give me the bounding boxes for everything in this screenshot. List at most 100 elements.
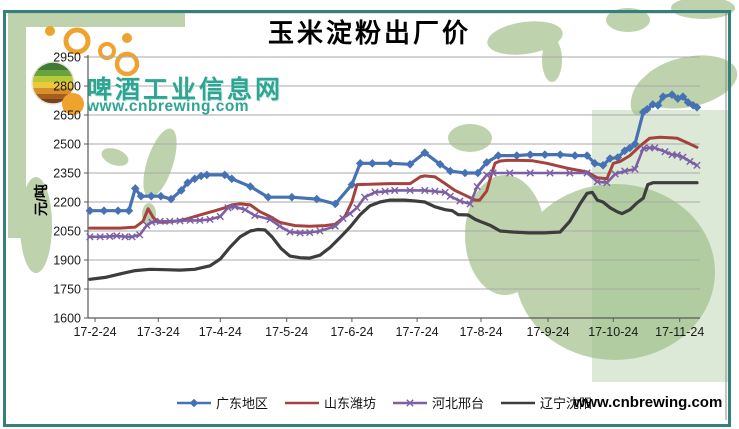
map-island — [638, 55, 738, 109]
x-marker — [266, 215, 274, 224]
legend-item-guangdong: 广东地区 — [176, 393, 268, 412]
y-tick-label: 1750 — [53, 283, 81, 297]
map-landmass — [465, 175, 545, 295]
diamond-marker — [605, 154, 615, 163]
diamond-marker — [613, 153, 623, 162]
x-marker — [128, 233, 136, 241]
diamond-marker — [287, 192, 297, 202]
legend-swatch-shandong-weifang — [285, 401, 320, 404]
legend-item-liaoning-shenyang: 辽宁沈阳 — [500, 393, 592, 412]
x-tick-label: 17-6-24 — [330, 325, 373, 339]
x-marker — [316, 227, 324, 235]
x-marker — [686, 157, 694, 166]
diamond-marker — [85, 206, 95, 215]
x-marker — [196, 216, 204, 225]
x-marker — [224, 204, 232, 212]
map-landmass-australia — [515, 184, 715, 360]
logo-bubble — [62, 93, 84, 115]
x-tick-label: 17-9-24 — [527, 325, 570, 339]
legend-label-hebei-xingtai: 河北邢台 — [432, 396, 485, 411]
map-island — [101, 148, 129, 166]
diamond-marker — [570, 151, 580, 160]
diamond-marker — [263, 192, 273, 202]
diamond-marker — [355, 159, 365, 168]
diamond-marker — [625, 143, 635, 153]
x-marker — [441, 188, 449, 197]
diamond-marker — [493, 151, 503, 160]
diamond-marker — [330, 199, 340, 209]
x-marker — [306, 228, 314, 237]
diamond-marker — [648, 100, 658, 109]
x-marker — [645, 144, 654, 152]
diamond-marker — [368, 159, 377, 168]
x-marker — [421, 186, 429, 195]
diamond-marker — [385, 159, 395, 168]
diamond-marker — [435, 160, 445, 169]
legend-swatch-hebei-xingtai — [393, 398, 428, 407]
y-tick-label: 2350 — [53, 167, 81, 181]
y-tick-label: 1900 — [53, 254, 81, 268]
x-tick-label: 17-3-24 — [137, 325, 180, 339]
diamond-marker — [642, 104, 652, 114]
x-marker — [231, 203, 239, 211]
y-tick-label: 2650 — [53, 109, 81, 123]
map-island — [143, 128, 177, 198]
legend-item-hebei-xingtai: 河北邢台 — [392, 393, 484, 412]
x-marker — [381, 187, 389, 196]
diamond-marker — [630, 139, 640, 149]
diamond-marker — [405, 160, 415, 169]
x-marker — [113, 232, 121, 240]
legend-swatch-liaoning-shenyang — [501, 401, 536, 404]
diamond-marker — [446, 166, 455, 176]
diamond-marker — [190, 174, 200, 184]
y-tick-label: 2500 — [53, 138, 81, 152]
diamond-marker — [678, 92, 688, 101]
diamond-marker — [658, 92, 668, 101]
x-marker — [216, 212, 224, 221]
diamond-marker — [420, 148, 430, 157]
diamond-marker — [598, 160, 608, 170]
y-tick-label: 2950 — [53, 51, 81, 65]
x-marker — [466, 200, 474, 208]
diamond-marker — [166, 194, 176, 204]
x-marker — [148, 218, 156, 226]
beer-cap-icon — [28, 58, 84, 115]
diamond-marker — [653, 101, 663, 110]
x-tick-label: 17-8-24 — [459, 325, 502, 339]
legend-item-shandong-weifang: 山东潍坊 — [284, 393, 376, 412]
watermark-site-url: www.cnbrewing.com — [87, 98, 250, 115]
x-marker — [406, 186, 414, 195]
x-marker — [166, 217, 174, 226]
diamond-marker — [460, 168, 470, 178]
x-marker — [106, 232, 114, 241]
series-line-liaoning-shenyang — [88, 181, 699, 281]
x-marker — [603, 178, 611, 187]
x-tick-label: 17-7-24 — [396, 325, 439, 339]
diamond-marker — [99, 206, 109, 215]
x-marker — [96, 233, 104, 241]
chart-title: 玉米淀粉出厂价 — [267, 18, 471, 48]
x-marker — [668, 150, 676, 159]
x-marker — [566, 169, 574, 177]
x-marker — [391, 186, 399, 195]
x-tick-label: 17-11-24 — [655, 325, 704, 339]
footer-site-url: www.cnbrewing.com — [573, 394, 723, 411]
x-marker — [251, 211, 259, 220]
diamond-marker — [156, 191, 166, 201]
x-marker — [631, 165, 639, 173]
diamond-marker — [473, 168, 483, 178]
x-marker — [693, 161, 701, 169]
x-marker — [661, 148, 669, 156]
diamond-marker — [176, 186, 186, 195]
x-marker — [331, 222, 339, 230]
diamond-marker — [590, 159, 600, 168]
diamond-marker — [113, 206, 123, 215]
diamond-marker — [227, 174, 237, 184]
diamond-marker — [620, 146, 630, 156]
x-marker — [621, 167, 629, 175]
diamond-marker — [482, 158, 492, 167]
diamond-marker — [183, 178, 192, 187]
